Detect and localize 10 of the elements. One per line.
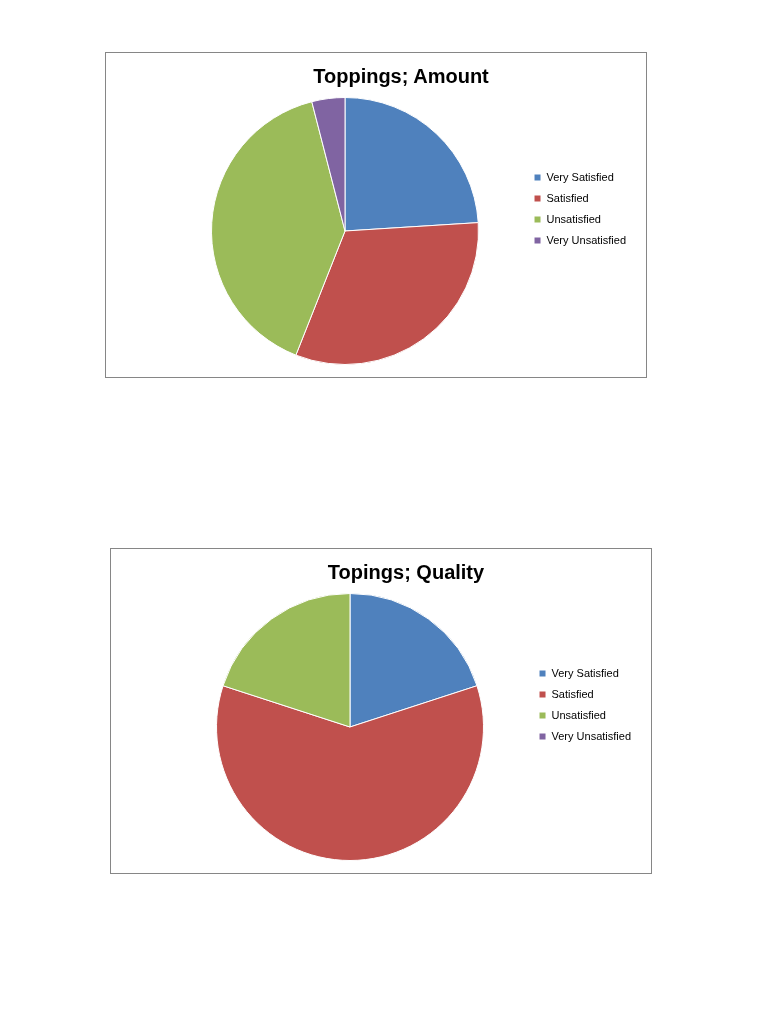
legend-label: Satisfied: [546, 191, 589, 204]
legend-label: Unsatisfied: [546, 212, 601, 225]
legend-label: Very Unsatisfied: [546, 233, 626, 246]
legend-label: Satisfied: [551, 687, 594, 700]
legend-label: Very Unsatisfied: [551, 729, 631, 742]
legend-label: Very Satisfied: [551, 666, 619, 679]
legend-label: Very Satisfied: [546, 170, 614, 183]
chart-title: Topings; Quality: [327, 560, 486, 583]
legend-label: Unsatisfied: [551, 708, 606, 721]
chart-title: Toppings; Amount: [313, 64, 490, 87]
